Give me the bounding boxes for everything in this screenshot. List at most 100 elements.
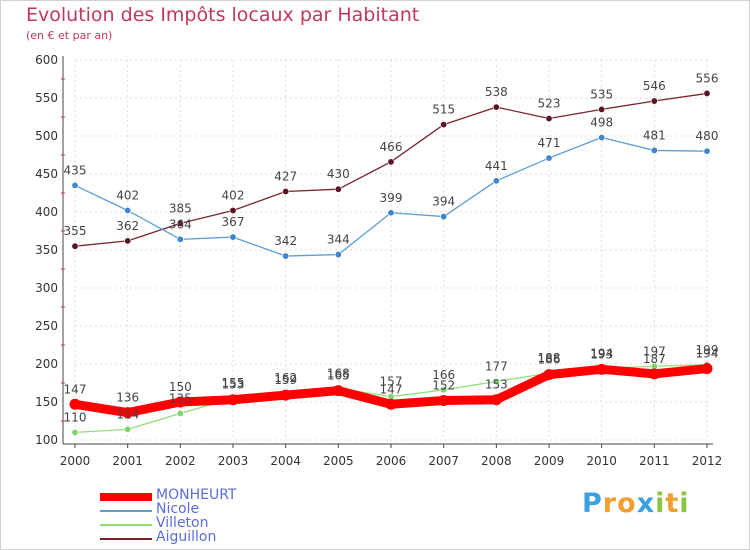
data-point-monheurt bbox=[122, 407, 134, 419]
y-tick-label: 500 bbox=[35, 129, 58, 143]
data-label-villeton: 199 bbox=[696, 343, 719, 357]
x-tick-label: 2010 bbox=[586, 454, 617, 468]
legend-item-monheurt: MONHEURT bbox=[100, 487, 360, 504]
legend-item-nicole: Nicole bbox=[100, 501, 360, 518]
data-label-monheurt: 186 bbox=[538, 353, 561, 367]
logo-letter: x bbox=[636, 488, 656, 519]
data-label-monheurt: 147 bbox=[380, 382, 403, 396]
y-tick-label: 550 bbox=[35, 91, 58, 105]
data-label-villeton: 162 bbox=[274, 371, 297, 385]
x-tick-label: 2009 bbox=[534, 454, 565, 468]
x-tick-label: 2004 bbox=[270, 454, 301, 468]
data-point-nicole bbox=[598, 134, 606, 142]
data-point-monheurt bbox=[69, 398, 81, 410]
y-tick-label: 100 bbox=[35, 433, 58, 447]
x-tick-label: 2011 bbox=[639, 454, 670, 468]
data-label-villeton: 168 bbox=[327, 366, 350, 380]
data-point-monheurt bbox=[701, 363, 713, 375]
x-tick-label: 2012 bbox=[692, 454, 723, 468]
proxiti-logo: Proxiti bbox=[582, 488, 690, 519]
data-label-monheurt: 187 bbox=[643, 352, 666, 366]
data-label-monheurt: 153 bbox=[222, 378, 245, 392]
y-tick-label: 250 bbox=[35, 319, 58, 333]
x-tick-label: 2007 bbox=[428, 454, 459, 468]
data-point-aiguillon bbox=[545, 115, 553, 123]
legend-swatch bbox=[100, 493, 152, 501]
data-point-aiguillon bbox=[334, 185, 342, 193]
data-point-aiguillon bbox=[176, 219, 184, 227]
data-point-monheurt bbox=[332, 385, 344, 397]
x-tick-label: 2000 bbox=[60, 454, 91, 468]
data-label-villeton: 110 bbox=[64, 410, 87, 424]
data-label-aiguillon: 515 bbox=[432, 103, 455, 117]
data-label-nicole: 435 bbox=[64, 163, 87, 177]
data-point-nicole bbox=[282, 252, 290, 260]
x-tick-label: 2008 bbox=[481, 454, 512, 468]
legend-item-villeton: Villeton bbox=[100, 515, 360, 532]
data-point-aiguillon bbox=[387, 158, 395, 166]
x-tick-label: 2001 bbox=[112, 454, 143, 468]
data-point-aiguillon bbox=[492, 103, 500, 111]
data-label-monheurt: 150 bbox=[169, 380, 192, 394]
data-label-aiguillon: 556 bbox=[696, 71, 719, 85]
legend-label: Villeton bbox=[156, 515, 209, 531]
legend-label: Aiguillon bbox=[156, 529, 217, 545]
data-point-monheurt bbox=[227, 394, 239, 406]
legend-label: MONHEURT bbox=[156, 487, 237, 503]
data-label-monheurt: 165 bbox=[327, 369, 350, 383]
data-label-nicole: 481 bbox=[643, 128, 666, 142]
data-label-aiguillon: 546 bbox=[643, 79, 666, 93]
data-point-monheurt bbox=[280, 389, 292, 401]
data-point-aiguillon bbox=[124, 237, 132, 245]
data-label-villeton: 197 bbox=[643, 344, 666, 358]
data-point-villeton bbox=[492, 377, 500, 385]
legend-swatch bbox=[100, 538, 152, 540]
data-label-villeton: 157 bbox=[380, 375, 403, 389]
data-label-villeton: 194 bbox=[590, 347, 613, 361]
data-label-nicole: 342 bbox=[274, 234, 297, 248]
data-label-nicole: 441 bbox=[485, 159, 508, 173]
data-point-villeton bbox=[71, 428, 79, 436]
data-label-villeton: 166 bbox=[432, 368, 455, 382]
y-tick-label: 400 bbox=[35, 205, 58, 219]
data-point-nicole bbox=[650, 146, 658, 154]
x-tick-label: 2006 bbox=[376, 454, 407, 468]
data-label-aiguillon: 523 bbox=[538, 97, 561, 111]
legend-label: Nicole bbox=[156, 501, 200, 517]
data-label-villeton: 188 bbox=[538, 351, 561, 365]
data-label-monheurt: 152 bbox=[432, 378, 455, 392]
data-label-monheurt: 136 bbox=[116, 391, 139, 405]
data-label-nicole: 394 bbox=[432, 195, 455, 209]
data-label-monheurt: 159 bbox=[274, 373, 297, 387]
data-label-nicole: 344 bbox=[327, 233, 350, 247]
logo-letter: t bbox=[665, 488, 680, 519]
data-point-monheurt bbox=[648, 368, 660, 380]
data-point-nicole bbox=[334, 251, 342, 259]
data-label-aiguillon: 385 bbox=[169, 201, 192, 215]
y-tick-label: 600 bbox=[35, 53, 58, 67]
x-tick-label: 2003 bbox=[218, 454, 249, 468]
data-label-monheurt: 194 bbox=[696, 347, 719, 361]
data-point-aiguillon bbox=[703, 89, 711, 97]
logo-letter: i bbox=[679, 488, 690, 519]
data-point-aiguillon bbox=[440, 121, 448, 129]
data-label-aiguillon: 362 bbox=[116, 219, 139, 233]
data-label-monheurt: 193 bbox=[590, 347, 613, 361]
data-label-nicole: 367 bbox=[222, 215, 245, 229]
y-tick-label: 150 bbox=[35, 395, 58, 409]
legend-swatch bbox=[100, 524, 152, 526]
data-point-aiguillon bbox=[282, 187, 290, 195]
logo-letter: r bbox=[602, 488, 618, 519]
data-point-nicole bbox=[176, 235, 184, 243]
chart-title: Evolution des Impôts locaux par Habitant bbox=[26, 4, 420, 26]
data-label-villeton: 135 bbox=[169, 391, 192, 405]
data-point-villeton bbox=[124, 425, 132, 433]
data-point-monheurt bbox=[490, 394, 502, 406]
data-label-aiguillon: 538 bbox=[485, 85, 508, 99]
chart-subtitle: (en € et par an) bbox=[26, 29, 113, 42]
logo-letter: P bbox=[582, 488, 603, 519]
data-point-aiguillon bbox=[229, 206, 237, 214]
legend-item-aiguillon: Aiguillon bbox=[100, 529, 360, 546]
data-point-aiguillon bbox=[71, 242, 79, 250]
data-label-nicole: 364 bbox=[169, 217, 192, 231]
